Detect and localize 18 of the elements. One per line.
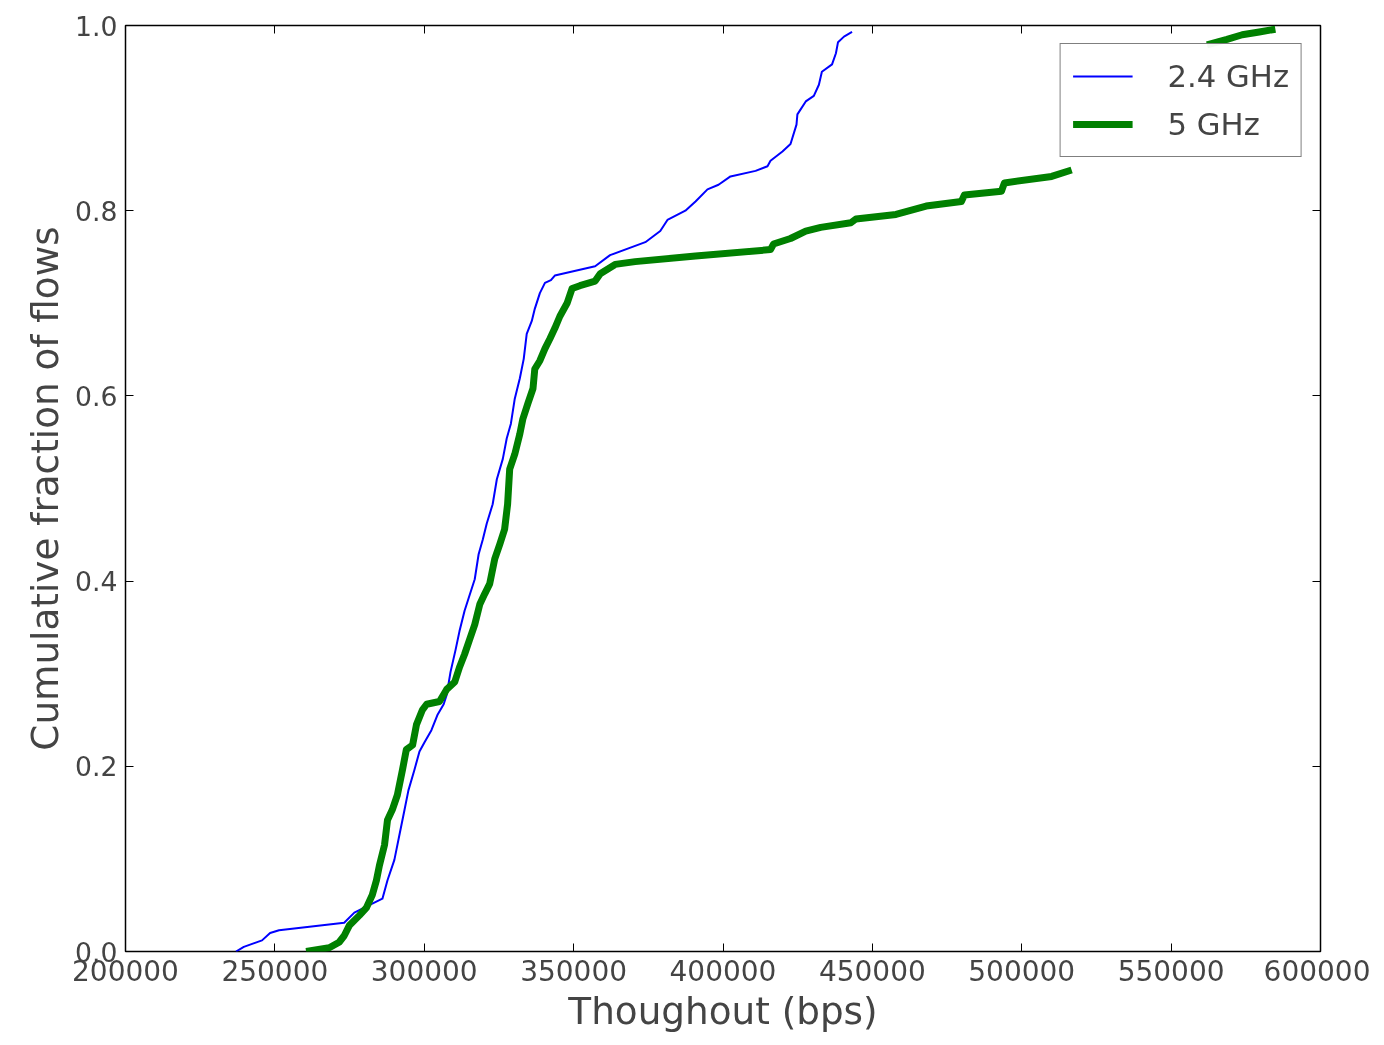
x-tick-label: 250000 — [221, 954, 329, 988]
x-tick-label: 450000 — [818, 954, 926, 988]
y-axis-title: Cumulative fraction of flows — [23, 226, 68, 751]
x-tick-label: 600000 — [1263, 954, 1371, 988]
x-tick-label: 500000 — [968, 954, 1076, 988]
x-tick-label: 350000 — [520, 954, 628, 988]
legend-label: 2.4 GHz — [1167, 58, 1289, 94]
line-series — [235, 30, 854, 952]
x-tick-label: 300000 — [370, 954, 478, 988]
x-axis-title: Thoughout (bps) — [567, 988, 878, 1033]
x-tick-label: 550000 — [1117, 954, 1225, 988]
y-tick-label: 0.4 — [75, 566, 118, 598]
y-tick-label: 0.8 — [75, 195, 118, 227]
legend-label: 5 GHz — [1167, 106, 1260, 142]
y-tick-label: 0.2 — [75, 751, 118, 783]
x-tick-label: 400000 — [669, 954, 777, 988]
y-tick-label: 0.6 — [75, 380, 118, 412]
y-tick-label: 1.0 — [75, 10, 118, 42]
